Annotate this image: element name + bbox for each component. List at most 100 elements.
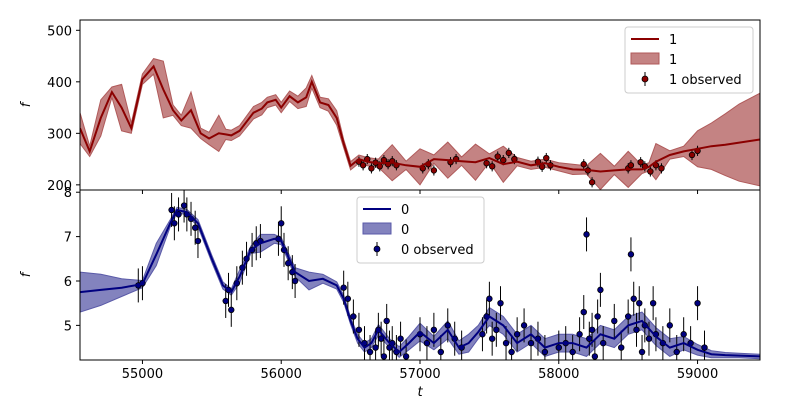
- legend-frame: [624, 26, 754, 94]
- top-legend: 1 1 1 observed: [624, 26, 754, 94]
- y-tick-label: 5: [64, 319, 72, 334]
- legend-label: 0 observed: [401, 243, 474, 258]
- x-tick-label: 59000: [677, 367, 718, 382]
- legend-band-swatch: [630, 52, 660, 65]
- observed-point: [638, 348, 646, 356]
- observed-point: [278, 220, 285, 227]
- observed-point: [580, 308, 587, 316]
- observed-point: [437, 348, 445, 356]
- x-tick-label: 56000: [261, 367, 302, 382]
- y-tick-label: 200: [47, 179, 72, 194]
- observed-point: [168, 206, 175, 214]
- observed-point: [597, 286, 604, 294]
- observed-point: [191, 224, 199, 231]
- observed-point: [588, 179, 596, 186]
- observed-point: [680, 331, 687, 338]
- observed-point: [701, 344, 708, 351]
- observed-point: [591, 353, 599, 360]
- bottom-y-axis-label: f: [19, 270, 34, 277]
- model-line: [80, 208, 760, 358]
- bottom-legend: 0 0 0 observed: [356, 196, 485, 264]
- observed-point: [180, 202, 188, 209]
- observed-point: [376, 163, 383, 170]
- observed-point: [541, 348, 549, 356]
- observed-point: [569, 348, 576, 356]
- observed-point: [520, 322, 528, 329]
- bottom-plot-area: [80, 190, 760, 360]
- x-tick-label: 57000: [399, 367, 440, 382]
- observed-point: [383, 317, 390, 325]
- observed-point: [488, 335, 496, 342]
- observed-point: [583, 231, 590, 238]
- observed-point: [368, 165, 375, 172]
- x-tick-label: 58000: [538, 367, 579, 382]
- top-plot-area: [80, 58, 760, 190]
- x-tick-label: 55000: [122, 367, 163, 382]
- bottom-panel: 5 6 7 8 55000 56000 57000 58000 59000 f t 0 0 0 o…: [19, 186, 761, 400]
- observed-point: [588, 326, 596, 334]
- observed-point: [344, 295, 352, 302]
- observed-point: [688, 151, 696, 159]
- observed-point: [618, 344, 625, 351]
- observed-point: [627, 162, 635, 169]
- observed-point: [386, 344, 393, 351]
- observed-point: [513, 331, 521, 338]
- x-axis-label: t: [417, 385, 423, 400]
- observed-point: [350, 313, 357, 320]
- legend-label: 0: [401, 223, 409, 238]
- observed-point: [594, 313, 601, 320]
- observed-point: [397, 335, 404, 342]
- top-y-ticks: 200 300 400 500: [47, 24, 699, 194]
- observed-point: [430, 326, 438, 334]
- observed-point: [555, 344, 562, 351]
- observed-point: [658, 165, 665, 172]
- observed-point: [493, 326, 500, 334]
- observed-point: [479, 331, 486, 338]
- observed-point: [649, 299, 657, 307]
- observed-point: [580, 161, 587, 168]
- observed-point: [359, 162, 367, 169]
- observed-point: [430, 167, 438, 174]
- observed-point: [633, 326, 640, 334]
- observed-point: [423, 339, 431, 347]
- y-tick-label: 400: [47, 76, 72, 91]
- legend-point-swatch: [641, 75, 649, 83]
- observed-point: [497, 299, 504, 307]
- observed-point: [599, 339, 607, 347]
- legend-label: 0: [401, 203, 409, 218]
- observed-point: [645, 335, 653, 342]
- observed-point: [494, 153, 501, 160]
- observed-point: [377, 335, 385, 342]
- observed-point: [366, 348, 374, 356]
- model-line: [80, 64, 760, 173]
- y-tick-label: 7: [64, 231, 72, 246]
- observed-point: [508, 348, 515, 356]
- observed-point: [228, 306, 235, 314]
- observed-point: [636, 299, 643, 307]
- observed-point: [543, 154, 550, 162]
- observed-point: [694, 299, 701, 307]
- y-tick-label: 500: [47, 24, 72, 39]
- observed-point: [673, 348, 680, 356]
- legend-point-swatch: [373, 245, 381, 253]
- observed-point: [291, 277, 299, 285]
- observed-point: [637, 158, 644, 166]
- y-tick-label: 6: [64, 275, 72, 290]
- legend-label: 1: [669, 33, 677, 48]
- legend-label: 1 observed: [669, 73, 742, 88]
- observed-point: [666, 322, 673, 329]
- observed-point: [444, 322, 451, 329]
- y-tick-label: 8: [64, 186, 72, 201]
- y-tick-label: 300: [47, 127, 72, 142]
- observed-point: [486, 295, 493, 302]
- observed-point: [340, 284, 347, 291]
- bottom-y-ticks: 5 6 7 8: [64, 186, 80, 334]
- observed-point: [527, 339, 535, 347]
- bottom-x-ticks: 55000 56000 57000 58000 59000: [122, 360, 718, 382]
- observed-point: [222, 297, 229, 305]
- observed-point: [380, 353, 388, 360]
- observed-point: [647, 168, 654, 175]
- observed-point: [171, 220, 178, 227]
- observed-point: [624, 313, 632, 320]
